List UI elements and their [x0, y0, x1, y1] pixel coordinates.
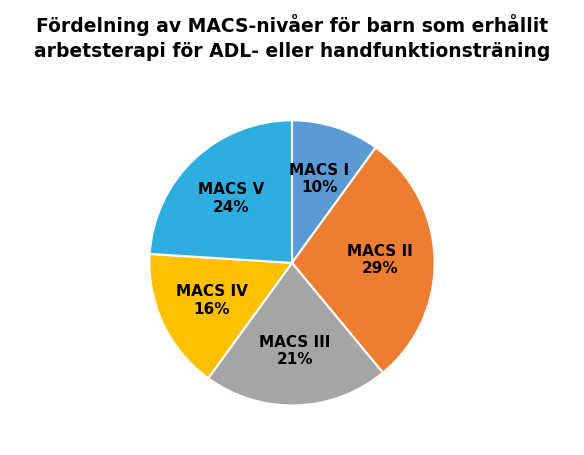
Wedge shape — [292, 120, 376, 263]
Text: MACS IV
16%: MACS IV 16% — [176, 284, 248, 317]
Text: MACS III
21%: MACS III 21% — [259, 335, 331, 368]
Wedge shape — [292, 147, 434, 373]
Text: MACS I
10%: MACS I 10% — [289, 162, 349, 195]
Wedge shape — [150, 120, 292, 263]
Wedge shape — [150, 254, 292, 378]
Title: Fördelning av MACS-nivåer för barn som erhållit
arbetsterapi för ADL- eller hand: Fördelning av MACS-nivåer för barn som e… — [34, 14, 550, 61]
Text: MACS II
29%: MACS II 29% — [347, 244, 413, 276]
Text: MACS V
24%: MACS V 24% — [199, 182, 265, 215]
Wedge shape — [208, 263, 383, 405]
